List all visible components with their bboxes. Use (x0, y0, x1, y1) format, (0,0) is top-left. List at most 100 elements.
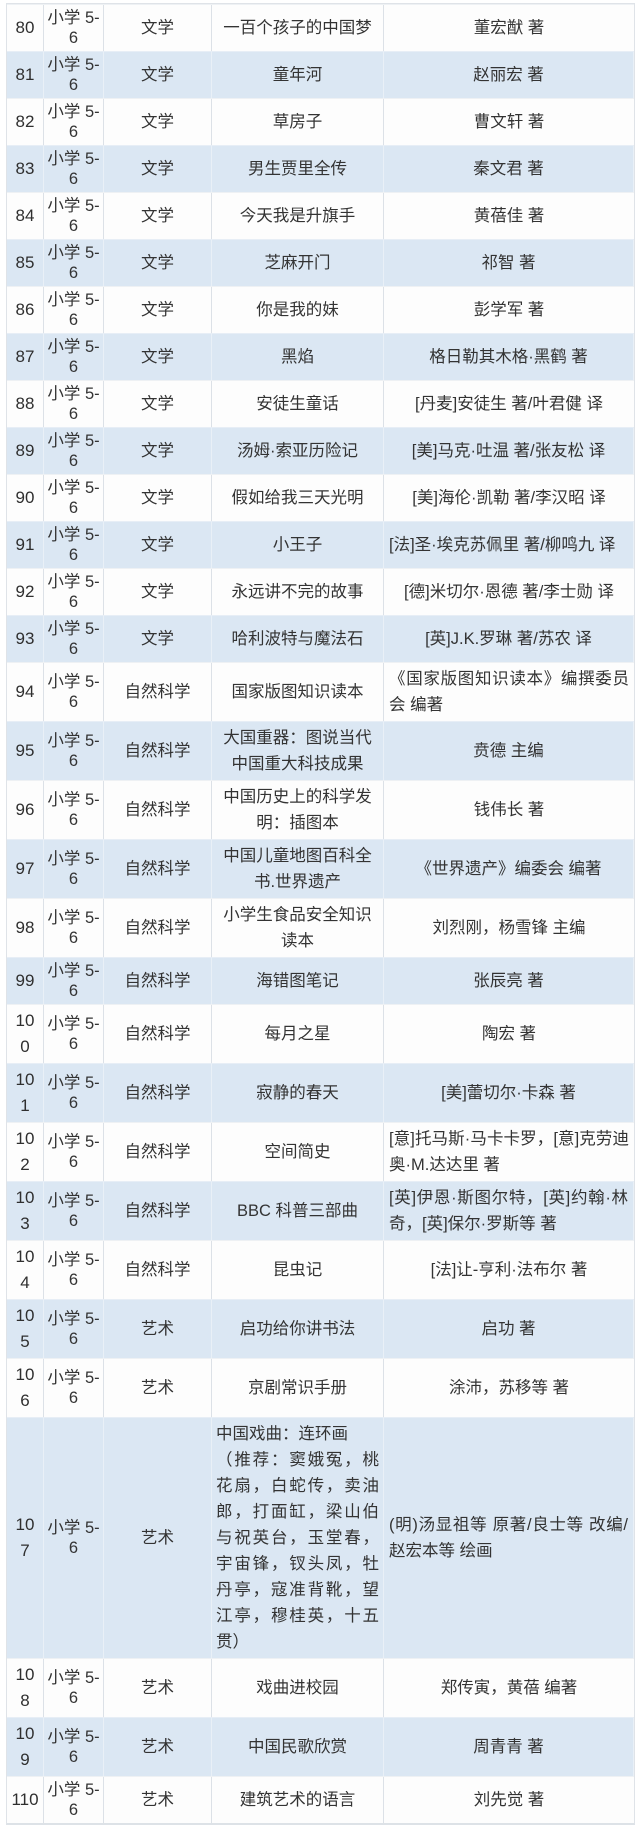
table-row: 104 小学 5-6 自然科学 昆虫记 [法]让-亨利·法布尔 著 (7, 1240, 634, 1299)
cell-category: 文学 (104, 5, 212, 51)
cell-number: 108 (7, 1659, 44, 1717)
table-row: 109 小学 5-6 艺术 中国民歌欣赏 周青青 著 (7, 1717, 634, 1776)
table-row: 86 小学 5-6 文学 你是我的妹 彭学军 著 (7, 286, 634, 333)
cell-author: (明)汤显祖等 原著/良士等 改编/赵宏本等 绘画 (384, 1418, 634, 1658)
cell-author: [法]让-亨利·法布尔 著 (430, 1261, 588, 1279)
cell-grade: 小学 5-6 (44, 381, 104, 427)
cell-category: 艺术 (104, 1359, 212, 1417)
cell-category: 文学 (104, 475, 212, 521)
cell-number: 96 (7, 781, 44, 839)
table-row: 100 小学 5-6 自然科学 每月之星 陶宏 著 (7, 1004, 634, 1063)
cell-grade: 小学 5-6 (44, 899, 104, 957)
cell-category: 自然科学 (104, 781, 212, 839)
table-row: 103 小学 5-6 自然科学 BBC 科普三部曲 [英]伊恩·斯图尔特，[英]… (7, 1181, 634, 1240)
cell-title: 今天我是升旗手 (212, 193, 384, 239)
cell-grade: 小学 5-6 (44, 1718, 104, 1776)
cell-number: 91 (7, 522, 44, 568)
table-row: 108 小学 5-6 艺术 戏曲进校园 郑传寅，黄蓓 编著 (7, 1658, 634, 1717)
cell-category: 自然科学 (104, 1064, 212, 1122)
cell-category: 艺术 (104, 1300, 212, 1358)
cell-title: 永远讲不完的故事 (212, 569, 384, 615)
cell-grade: 小学 5-6 (44, 287, 104, 333)
cell-category: 自然科学 (104, 899, 212, 957)
cell-category: 自然科学 (104, 1005, 212, 1063)
cell-category: 文学 (104, 240, 212, 286)
cell-author: 祁智 著 (384, 240, 634, 286)
cell-category: 自然科学 (104, 958, 212, 1004)
table-row: 82 小学 5-6 文学 草房子 曹文轩 著 (7, 98, 634, 145)
table-row: 102 小学 5-6 自然科学 空间简史 [意]托马斯·马卡卡罗，[意]克劳迪奥… (7, 1122, 634, 1181)
table-row: 85 小学 5-6 文学 芝麻开门 祁智 著 (7, 239, 634, 286)
cell-author: 启功 著 (384, 1300, 634, 1358)
cell-title: 草房子 (212, 99, 384, 145)
cell-author: 曹文轩 著 (473, 113, 545, 131)
cell-number: 80 (7, 5, 44, 51)
cell-title: 启功给你讲书法 (212, 1300, 384, 1358)
cell-category: 自然科学 (104, 722, 212, 780)
cell-grade: 小学 5-6 (44, 193, 104, 239)
cell-number: 104 (7, 1241, 44, 1299)
cell-grade: 小学 5-6 (44, 781, 104, 839)
cell-number: 93 (7, 616, 44, 662)
cell-title: 戏曲进校园 (212, 1659, 384, 1717)
cell-category: 自然科学 (104, 1241, 212, 1299)
cell-number: 98 (7, 899, 44, 957)
cell-title: 中国历史上的科学发明：插图本 (212, 781, 384, 839)
cell-title: 假如给我三天光明 (212, 475, 384, 521)
table-row: 110 小学 5-6 艺术 建筑艺术的语言 刘先觉 著 (7, 1776, 634, 1823)
cell-title: 寂静的春天 (212, 1064, 384, 1122)
cell-author: [美]海伦·凯勒 著/李汉昭 译 (412, 489, 606, 507)
table-row: 89 小学 5-6 文学 汤姆·索亚历险记 [美]马克·吐温 著/张友松 译 (7, 427, 634, 474)
cell-grade: 小学 5-6 (44, 1359, 104, 1417)
cell-author: [丹麦]安徒生 著/叶君健 译 (415, 395, 603, 413)
table-row: 98 小学 5-6 自然科学 小学生食品安全知识读本 刘烈刚，杨雪锋 主编 (7, 898, 634, 957)
table-row: 99 小学 5-6 自然科学 海错图笔记 张辰亮 著 (7, 957, 634, 1004)
cell-category: 艺术 (104, 1718, 212, 1776)
cell-author: [德]米切尔·恩德 著/李士勋 译 (404, 583, 614, 601)
cell-author: 钱伟长 著 (473, 801, 545, 819)
cell-number: 106 (7, 1359, 44, 1417)
table-row: 87 小学 5-6 文学 黑焰 格日勒其木格·黑鹤 著 (7, 333, 634, 380)
table-row: 81 小学 5-6 文学 童年河 赵丽宏 著 (7, 51, 634, 98)
cell-category: 艺术 (104, 1659, 212, 1717)
table-row: 92 小学 5-6 文学 永远讲不完的故事 [德]米切尔·恩德 著/李士勋 译 (7, 568, 634, 615)
cell-grade: 小学 5-6 (44, 1777, 104, 1823)
cell-grade: 小学 5-6 (44, 334, 104, 380)
cell-grade: 小学 5-6 (44, 1123, 104, 1181)
cell-grade: 小学 5-6 (44, 1300, 104, 1358)
cell-number: 92 (7, 569, 44, 615)
cell-grade: 小学 5-6 (44, 1182, 104, 1240)
cell-title: 建筑艺术的语言 (212, 1777, 384, 1823)
cell-author: 张辰亮 著 (384, 958, 634, 1004)
cell-author: 彭学军 著 (473, 301, 545, 319)
cell-author: 秦文君 著 (384, 146, 634, 192)
table-row: 95 小学 5-6 自然科学 大国重器：图说当代中国重大科技成果 贲德 主编 (7, 721, 634, 780)
cell-category: 文学 (104, 428, 212, 474)
cell-author: 《国家版图知识读本》编撰委员会 编著 (389, 670, 629, 714)
cell-category: 文学 (104, 52, 212, 98)
cell-author: 格日勒其木格·黑鹤 著 (384, 334, 634, 380)
cell-title: 童年河 (212, 52, 384, 98)
cell-category: 文学 (104, 334, 212, 380)
table-row: 83 小学 5-6 文学 男生贾里全传 秦文君 著 (7, 145, 634, 192)
cell-grade: 小学 5-6 (44, 1064, 104, 1122)
cell-category: 文学 (104, 193, 212, 239)
cell-author: 黄蓓佳 著 (473, 207, 545, 225)
cell-number: 97 (7, 840, 44, 898)
table-row: 96 小学 5-6 自然科学 中国历史上的科学发明：插图本 钱伟长 著 (7, 780, 634, 839)
cell-number: 84 (7, 193, 44, 239)
cell-author: [英]伊恩·斯图尔特，[英]约翰·林奇，[英]保尔·罗斯等 著 (384, 1182, 634, 1240)
cell-number: 102 (7, 1123, 44, 1181)
cell-category: 文学 (104, 287, 212, 333)
cell-category: 艺术 (104, 1777, 212, 1823)
table-top-edge (6, 0, 635, 4)
cell-title: 每月之星 (212, 1005, 384, 1063)
cell-category: 文学 (104, 522, 212, 568)
cell-author: 周青青 著 (384, 1718, 634, 1776)
cell-grade: 小学 5-6 (44, 840, 104, 898)
cell-title: 小王子 (212, 522, 384, 568)
cell-title: 汤姆·索亚历险记 (212, 428, 384, 474)
cell-author: 《世界遗产》编委会 编著 (384, 840, 634, 898)
cell-grade: 小学 5-6 (44, 146, 104, 192)
